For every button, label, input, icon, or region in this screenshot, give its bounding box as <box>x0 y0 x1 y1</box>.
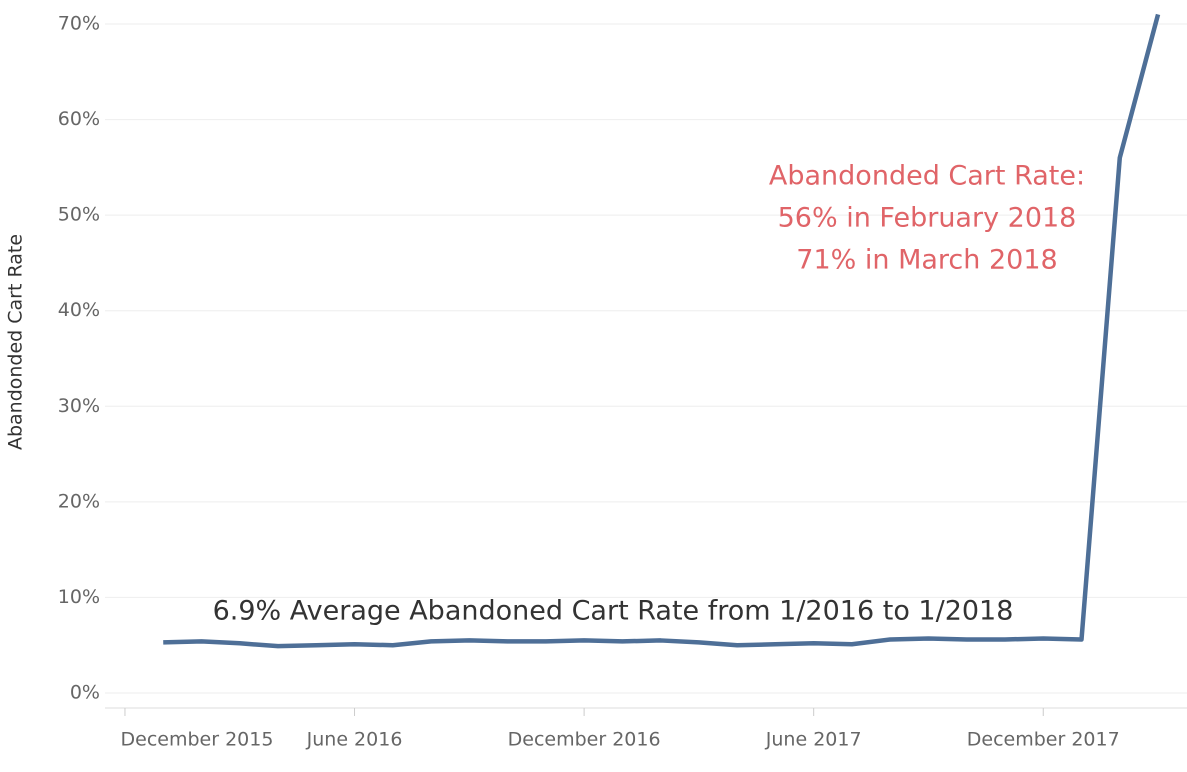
y-tick-label: 20% <box>58 490 100 512</box>
x-tick-label: December 2017 <box>967 729 1120 751</box>
x-tick-label: December 2015 <box>121 729 274 751</box>
y-axis-label: Abandonded Cart Rate <box>5 234 27 450</box>
x-tick-label: December 2016 <box>508 729 661 751</box>
y-tick-label: 30% <box>58 395 100 417</box>
y-tick-label: 10% <box>58 586 100 608</box>
y-tick-label: 60% <box>58 108 100 130</box>
annotation: Abandonded Cart Rate: <box>769 161 1085 192</box>
average-annotation: 6.9% Average Abandoned Cart Rate from 1/… <box>213 596 1014 627</box>
y-tick-label: 50% <box>58 204 100 226</box>
line <box>163 13 1161 649</box>
y-tick-label: 40% <box>58 299 100 321</box>
x-tick-label: June 2017 <box>765 729 862 751</box>
x-tick-label: June 2016 <box>306 729 403 751</box>
annotation: 56% in February 2018 <box>778 203 1077 234</box>
annotation: 71% in March 2018 <box>796 245 1057 276</box>
y-tick-label: 0% <box>70 682 100 704</box>
y-tick-label: 70% <box>58 13 100 35</box>
